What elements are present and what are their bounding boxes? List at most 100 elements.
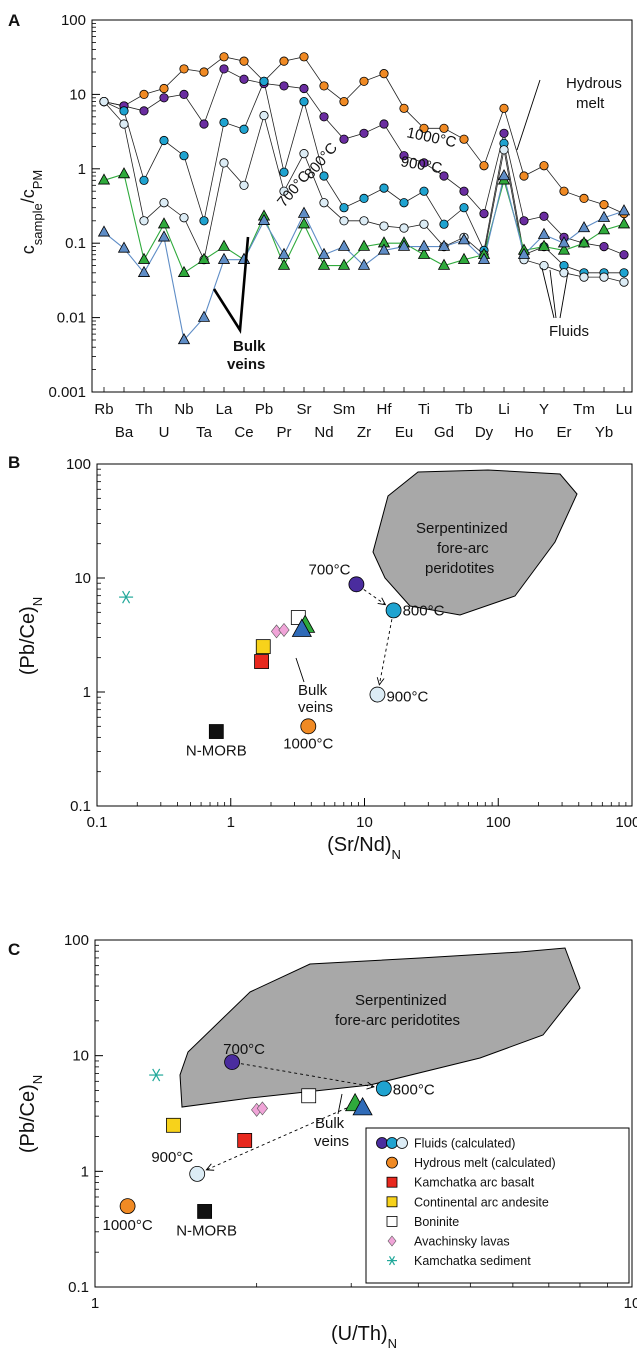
- a-point-vein1: [117, 167, 131, 179]
- point-label-f800: 800°C: [403, 602, 445, 619]
- bulk-veins-b-pointer: [295, 657, 305, 683]
- peridotite-label-c-2: fore-arc peridotites: [335, 1012, 460, 1029]
- a-point-f800: [359, 193, 369, 204]
- trend-arrow-line: [240, 1063, 375, 1088]
- peridotite-field-b: [372, 469, 578, 616]
- point-f900: [189, 1166, 206, 1182]
- point-label-melt: 1000°C: [102, 1217, 152, 1234]
- point-f900: [369, 686, 386, 703]
- legend-marker-boninite: [386, 1216, 398, 1227]
- a-point-f900: [599, 272, 609, 282]
- a-point-f700: [239, 74, 249, 84]
- legend-marker-fluid-900: [396, 1137, 408, 1149]
- panel-a-annotations: 1000°C 900°C 800°C 700°C Hydrous melt Fl…: [212, 75, 622, 373]
- fluids-pointer-2: [549, 269, 557, 319]
- a-element-label-top: Y: [539, 401, 549, 418]
- a-y-label-part: /c: [18, 189, 38, 203]
- y-tick-label: 1: [83, 684, 91, 701]
- a-point-vein1: [297, 217, 311, 229]
- trend-arrow-head: [376, 677, 385, 686]
- legend-label-sediment: Kamchatka sediment: [414, 1254, 531, 1268]
- legend-marker-basalt: [386, 1176, 398, 1188]
- a-point-vein2: [157, 230, 171, 242]
- a-point-f900: [279, 186, 289, 196]
- a-element-label-bottom: Ba: [115, 424, 134, 441]
- a-element-label-top: Th: [135, 401, 153, 418]
- panel-b-points: 700°C 800°C 900°C 1000°C N-MORB: [119, 561, 445, 760]
- a-point-vein2: [577, 221, 591, 233]
- a-point-f700: [539, 211, 549, 221]
- a-point-vein1: [97, 173, 111, 185]
- a-point-vein2: [377, 243, 391, 255]
- a-element-label-top: Nb: [174, 401, 193, 418]
- panel-c-letter: C: [8, 940, 20, 959]
- point-basalt: [254, 654, 269, 669]
- a-point-vein1: [557, 243, 571, 255]
- a-point-vein2: [217, 252, 231, 264]
- a-point-vein2: [257, 213, 271, 225]
- a-point-f700: [619, 250, 629, 260]
- a-point-f900: [119, 119, 129, 129]
- a-element-label-top: Li: [498, 401, 510, 418]
- a-point-melt: [419, 123, 429, 133]
- label-hydrous-line1: Hydrous: [566, 75, 622, 92]
- a-point-vein2: [417, 239, 431, 251]
- y-axis-label: (Pb/Ce)N: [17, 597, 45, 675]
- legend-box: [365, 1127, 630, 1284]
- a-point-f700: [179, 89, 189, 100]
- point-f800: [375, 1080, 392, 1097]
- legend-marker-andesite: [386, 1196, 398, 1208]
- y-axis-label-text: (Pb/Ce)N: [17, 597, 45, 675]
- y-tick-label: 10: [74, 570, 91, 587]
- a-point-vein2: [457, 233, 471, 245]
- a-element-label-bottom: Dy: [475, 424, 494, 441]
- a-element-label-bottom: U: [159, 424, 170, 441]
- a-point-f900: [359, 216, 369, 226]
- point-lava: [256, 1101, 268, 1116]
- point-label-morb: N-MORB: [186, 743, 247, 760]
- a-element-label-top: La: [216, 401, 233, 418]
- a-element-label-top: Tm: [573, 401, 595, 418]
- legend-marker-sediment-stroke: [388, 1255, 396, 1266]
- a-element-label-top: Sm: [333, 401, 356, 418]
- label-900c-a: 900°C: [399, 153, 443, 177]
- a-point-f800: [259, 76, 269, 86]
- a-point-melt: [279, 56, 289, 66]
- y-axis-label: (Pb/Ce)N: [17, 1075, 45, 1153]
- point-sediment-stroke: [122, 590, 131, 604]
- a-point-f900: [159, 198, 169, 208]
- a-point-f900: [339, 216, 349, 226]
- a-element-label-bottom: Nd: [314, 424, 333, 441]
- bulk-veins-pointer: [212, 236, 250, 334]
- a-point-f700: [479, 208, 489, 219]
- a-point-vein2: [277, 247, 291, 259]
- a-y-tick-label: 10: [69, 86, 86, 103]
- legend: Fluids (calculated) Hydrous melt (calcula…: [365, 1127, 630, 1284]
- a-point-vein2: [317, 247, 331, 259]
- a-y-tick-label: 0.001: [48, 384, 86, 401]
- a-element-label-bottom: Ho: [514, 424, 533, 441]
- point-label-melt: 1000°C: [283, 735, 333, 752]
- a-element-label-top: Lu: [616, 401, 633, 418]
- point-label-f800: 800°C: [393, 1082, 435, 1099]
- a-y-tick-label: 1: [78, 161, 86, 178]
- a-point-f800: [419, 186, 429, 196]
- point-label-f900: 900°C: [386, 689, 428, 706]
- point-morb: [208, 724, 224, 739]
- a-element-label-bottom: Gd: [434, 424, 454, 441]
- a-series-line-f900: [103, 101, 625, 283]
- a-point-vein2: [297, 206, 311, 218]
- y-tick-label: 100: [66, 456, 91, 473]
- a-point-f700: [439, 171, 449, 181]
- a-element-label-top: Rb: [94, 401, 113, 418]
- a-point-f700: [599, 242, 609, 252]
- fluids-pointer-1: [541, 267, 555, 319]
- a-point-melt: [519, 171, 529, 181]
- a-point-vein2: [337, 239, 351, 251]
- a-point-vein1: [597, 223, 611, 235]
- a-point-f900: [259, 110, 269, 121]
- a-element-label-top: Hf: [377, 401, 393, 418]
- bulk-veins-c-line2: veins: [314, 1133, 349, 1150]
- x-tick-label: 10: [624, 1295, 637, 1312]
